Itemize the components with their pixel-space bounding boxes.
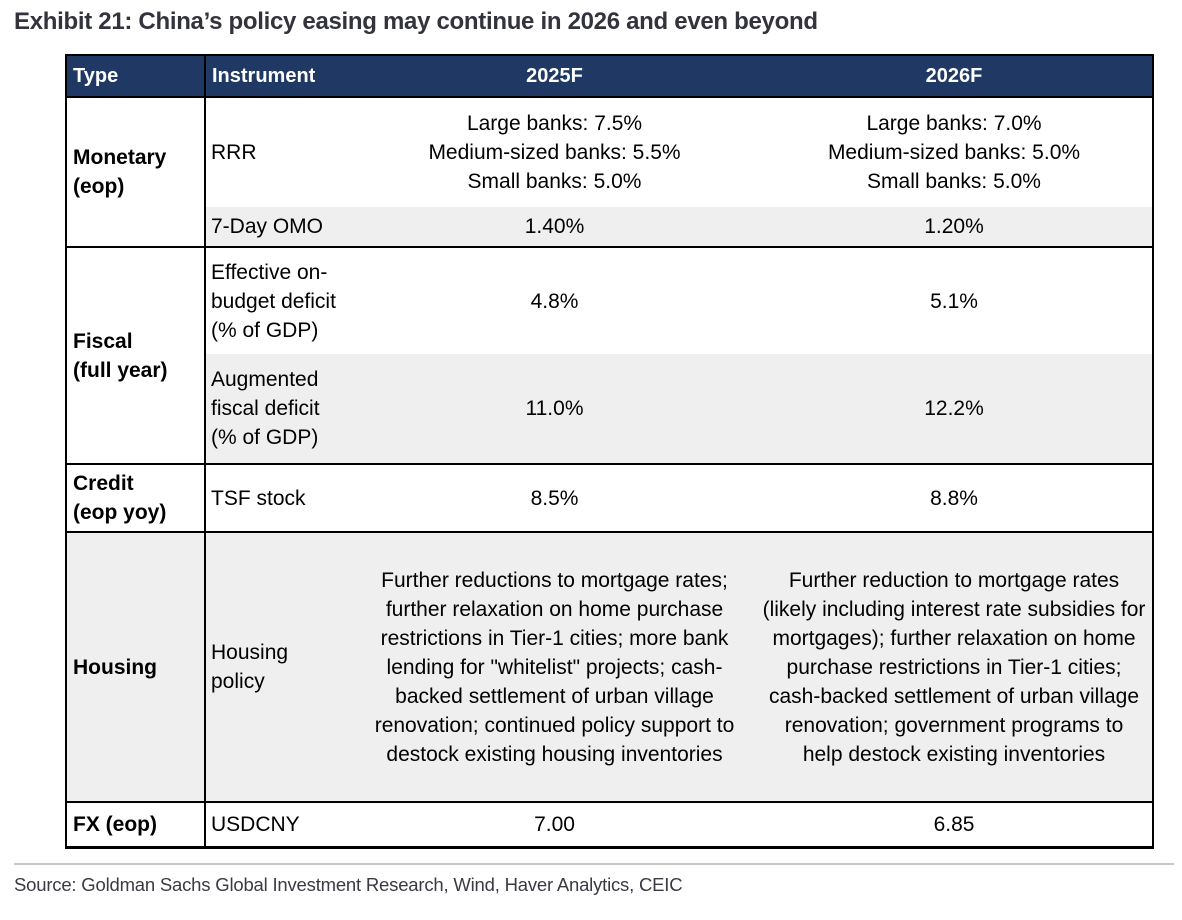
instrument-cell-tsf: TSF stock — [205, 464, 353, 533]
header-cell-2025f: 2025F — [353, 55, 756, 98]
value-cell-rrr-2025: Large banks: 7.5% Medium-sized banks: 5.… — [428, 112, 681, 193]
type-cell-credit: Credit (eop yoy) — [66, 464, 206, 533]
value-cell-augmented-2026: 12.2% — [756, 354, 1153, 465]
instrument-cell-onbudget-deficit: Effective on- budget deficit (% of GDP) — [211, 260, 336, 342]
type-cell-housing: Housing — [66, 532, 206, 803]
table-row-onbudget-deficit: Fiscal (full year) Effective on- budget … — [66, 247, 1153, 465]
exhibit-title: Exhibit 21: China’s policy easing may co… — [14, 8, 818, 35]
table-row-augmented-deficit: Augmented fiscal deficit (% of GDP) 11.0… — [66, 354, 1153, 465]
table-row-tsf: Credit (eop yoy) TSF stock 8.5% 8.8% — [66, 464, 1153, 533]
instrument-cell-housing-policy: Housing policy — [205, 532, 353, 803]
value-cell-tsf-2026: 8.8% — [756, 464, 1153, 533]
value-cell-rrr-2026: Large banks: 7.0% Medium-sized banks: 5.… — [827, 112, 1081, 193]
value-cell-omo-2026: 1.20% — [756, 207, 1153, 248]
type-cell-fx: FX (eop) — [66, 802, 206, 848]
value-cell-omo-2025: 1.40% — [353, 207, 756, 248]
value-cell-usdcny-2025: 7.00 — [534, 812, 575, 836]
type-cell-fiscal: Fiscal (full year) — [66, 247, 206, 465]
table-row-rrr: Monetary (eop) RRR Large banks: 7.5% Med… — [66, 97, 1153, 248]
header-cell-type: Type — [66, 55, 206, 98]
header-row: Type Instrument 2025F 2026F — [66, 55, 1153, 98]
table-body: Monetary (eop) RRR Large banks: 7.5% Med… — [66, 97, 1153, 848]
policy-table: Type Instrument 2025F 2026F Monetary (eo… — [65, 54, 1154, 849]
value-cell-usdcny-2026: 6.85 — [933, 812, 975, 836]
table-header: Type Instrument 2025F 2026F — [66, 55, 1153, 98]
instrument-cell-omo: 7-Day OMO — [205, 207, 353, 248]
value-cell-housing-2026: Further reduction to mortgage rates (lik… — [756, 532, 1153, 803]
value-cell-augmented-2025: 11.0% — [353, 354, 756, 465]
instrument-cell-usdcny: USDCNY — [211, 812, 300, 836]
table-row-housing: Housing Housing policy Further reduction… — [66, 532, 1153, 803]
instrument-cell-rrr: RRR — [211, 141, 257, 164]
value-cell-onbudget-2025: 4.8% — [530, 289, 579, 313]
exhibit-page: Exhibit 21: China’s policy easing may co… — [14, 8, 1174, 895]
header-cell-instrument: Instrument — [205, 55, 353, 98]
table-row-omo: 7-Day OMO 1.40% 1.20% — [66, 207, 1153, 248]
footer-divider — [14, 862, 1174, 865]
value-cell-housing-2025: Further reductions to mortgage rates; fu… — [353, 532, 756, 803]
value-cell-onbudget-2026: 5.1% — [930, 289, 978, 313]
instrument-cell-augmented-deficit: Augmented fiscal deficit (% of GDP) — [205, 354, 353, 465]
value-cell-tsf-2025: 8.5% — [353, 464, 756, 533]
source-attribution: Source: Goldman Sachs Global Investment … — [14, 873, 683, 895]
header-cell-2026f: 2026F — [756, 55, 1153, 98]
table-row-fx: FX (eop) USDCNY 7.00 6.85 — [66, 802, 1153, 848]
type-cell-monetary: Monetary (eop) — [66, 97, 206, 248]
